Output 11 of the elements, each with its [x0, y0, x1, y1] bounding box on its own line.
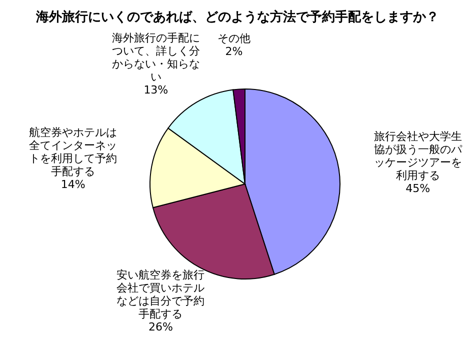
data-label: 2% [225, 44, 243, 58]
data-label: 13% [144, 83, 168, 96]
data-label: 45% [406, 182, 430, 196]
slice-label: 旅行会社や大学生協が扱う一般のパッケージツアーを利用する [374, 130, 463, 182]
chart-title: 海外旅行にいくのであれば、どのような方法で予約手配をしますか？ [35, 8, 440, 26]
data-label: 26% [148, 320, 173, 334]
slice-label: 安い航空券を旅行会社で買いホテルなどは自分で予約手配する [116, 268, 205, 321]
data-label: 14% [60, 178, 86, 191]
slice-label: 航空券やホテルは全てインターネットを利用して予約手配する [29, 126, 118, 178]
slice-label: 海外旅行の手配について、詳しく分からない・知らない [112, 31, 200, 84]
slice-label: その他 [218, 32, 251, 45]
